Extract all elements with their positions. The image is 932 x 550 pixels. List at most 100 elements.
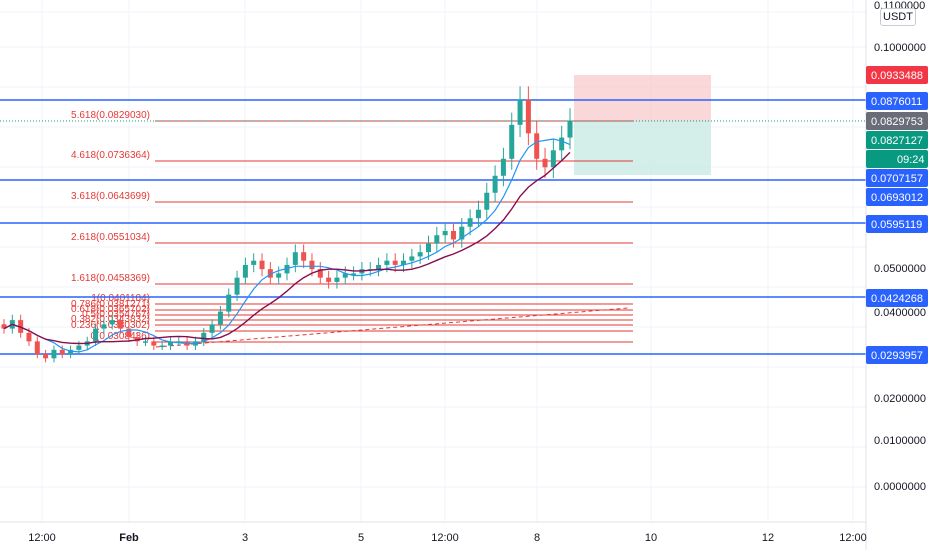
candle-body [151,341,157,346]
candle-body [259,260,265,270]
fib-level-label: 0.236(0.0330302) [71,320,150,331]
fib-level-label: 2.618(0.0551034) [71,232,150,243]
support-resistance-lines [0,99,866,355]
candle-body [267,269,273,278]
price-tag [866,188,928,206]
time-tick-label: 12:00 [839,532,867,544]
candle-body [51,349,57,359]
candle-body [59,349,65,355]
price-tag [866,131,928,149]
candle-body [143,341,148,343]
price-tag [866,112,928,130]
price-tag [866,92,928,110]
price-tag [866,215,928,233]
price-tick-label: 0.1000000 [874,42,926,54]
candle-body [167,341,173,346]
candle-body [517,99,523,125]
candle-body [26,332,32,342]
price-tag-label: 0.0293957 [871,350,923,362]
fibonacci-extension: 5.618(0.0829030) 4.618(0.0736364) 3.618(0.… [71,110,633,343]
candle-body [176,341,182,343]
price-tags: 0.0933488 0.0876011 0.0829753 0.0827127 0.07… [866,66,928,364]
fib-level-label: 0(0.0308436) [91,331,151,342]
price-tick-label: 0.0200000 [874,393,926,405]
candle-body [392,260,398,265]
fib-level-label: 1(0.0401104) [91,293,150,304]
candle-body [334,277,340,282]
time-tick-label: 12:00 [431,532,459,544]
candle-body [217,311,223,325]
candle-body [43,354,49,359]
ma-fast-line [3,138,571,353]
price-tag [866,346,928,364]
candle-body [450,230,456,240]
candle-body [534,133,540,159]
candle-body [317,269,323,278]
time-tick-label: Feb [119,532,139,544]
candle-body [434,235,440,244]
fib-level-label: 0.786(0.0381271) [71,299,150,310]
candle-body [276,273,282,278]
candle-body [484,192,490,210]
price-axis[interactable]: 0.11000000.10000000.05000000.04000000.02… [874,0,926,493]
candlestick-series [1,86,573,363]
price-tag-label: 0.0595119 [871,219,922,231]
candle-body [234,277,240,295]
currency-badge[interactable]: USDT [880,8,916,26]
candle-body [559,137,565,151]
candle-body [326,277,332,282]
price-tick-label: 0.0000000 [874,481,926,493]
candle-body [467,218,473,227]
time-tick-label: 5 [358,532,364,544]
candle-body [401,260,407,265]
candle-body [525,99,531,134]
candle-body [459,226,465,240]
price-tick-label: 0.0500000 [874,263,926,275]
target-zone [574,75,711,121]
price-tag-label: 0.0933488 [871,70,923,82]
ma-slow-line [3,151,571,345]
price-tag-label: 0.0693012 [871,192,923,204]
candle-body [251,260,257,265]
candle-body [284,264,290,274]
candle-body [101,324,107,329]
price-tick-label: 0.0400000 [874,307,926,319]
price-tag [866,169,928,187]
candle-body [309,260,315,270]
time-tick-label: 10 [645,532,657,544]
fib-level-label: 0.618(0.0365702) [71,304,150,315]
fib-level-label: 1.618(0.0458369) [71,273,150,284]
time-tick-label: 3 [242,532,248,544]
candle-body [475,209,481,219]
candle-body [34,341,40,355]
candle-body [550,150,556,168]
time-axis[interactable]: 12:00 Feb 3 5 12:00 8 10 12 12:00 [28,532,867,544]
price-tag-label: 0.0424268 [871,293,923,305]
candle-body [409,256,415,261]
fib-level-label: 0.5(0.0354767) [82,309,150,320]
time-tick-label: 12:00 [28,532,56,544]
candle-body [509,124,515,159]
fib-level-label: 5.618(0.0829030) [71,110,150,121]
countdown-label: 09:24 [897,154,925,166]
price-tag-label: 0.0876011 [871,96,922,108]
fib-level-label: 0.382(0.0343832) [71,314,150,325]
candle-body [342,273,348,278]
candle-body [567,120,573,138]
price-tag-label: 0.0707157 [871,173,923,185]
candle-body [301,252,307,261]
candle-body [417,252,423,257]
candle-body [376,264,382,270]
candle-body [500,158,506,176]
candle-body [93,328,99,342]
candle-body [209,324,215,333]
candle-body [118,320,124,329]
candle-body [442,230,448,236]
time-tick-label: 12 [762,532,774,544]
fib-level-label: 4.618(0.0736364) [71,150,150,161]
candle-body [126,328,132,338]
candle-body [351,273,357,275]
price-tag [866,66,928,84]
price-tick-label: 0.0100000 [874,435,926,447]
